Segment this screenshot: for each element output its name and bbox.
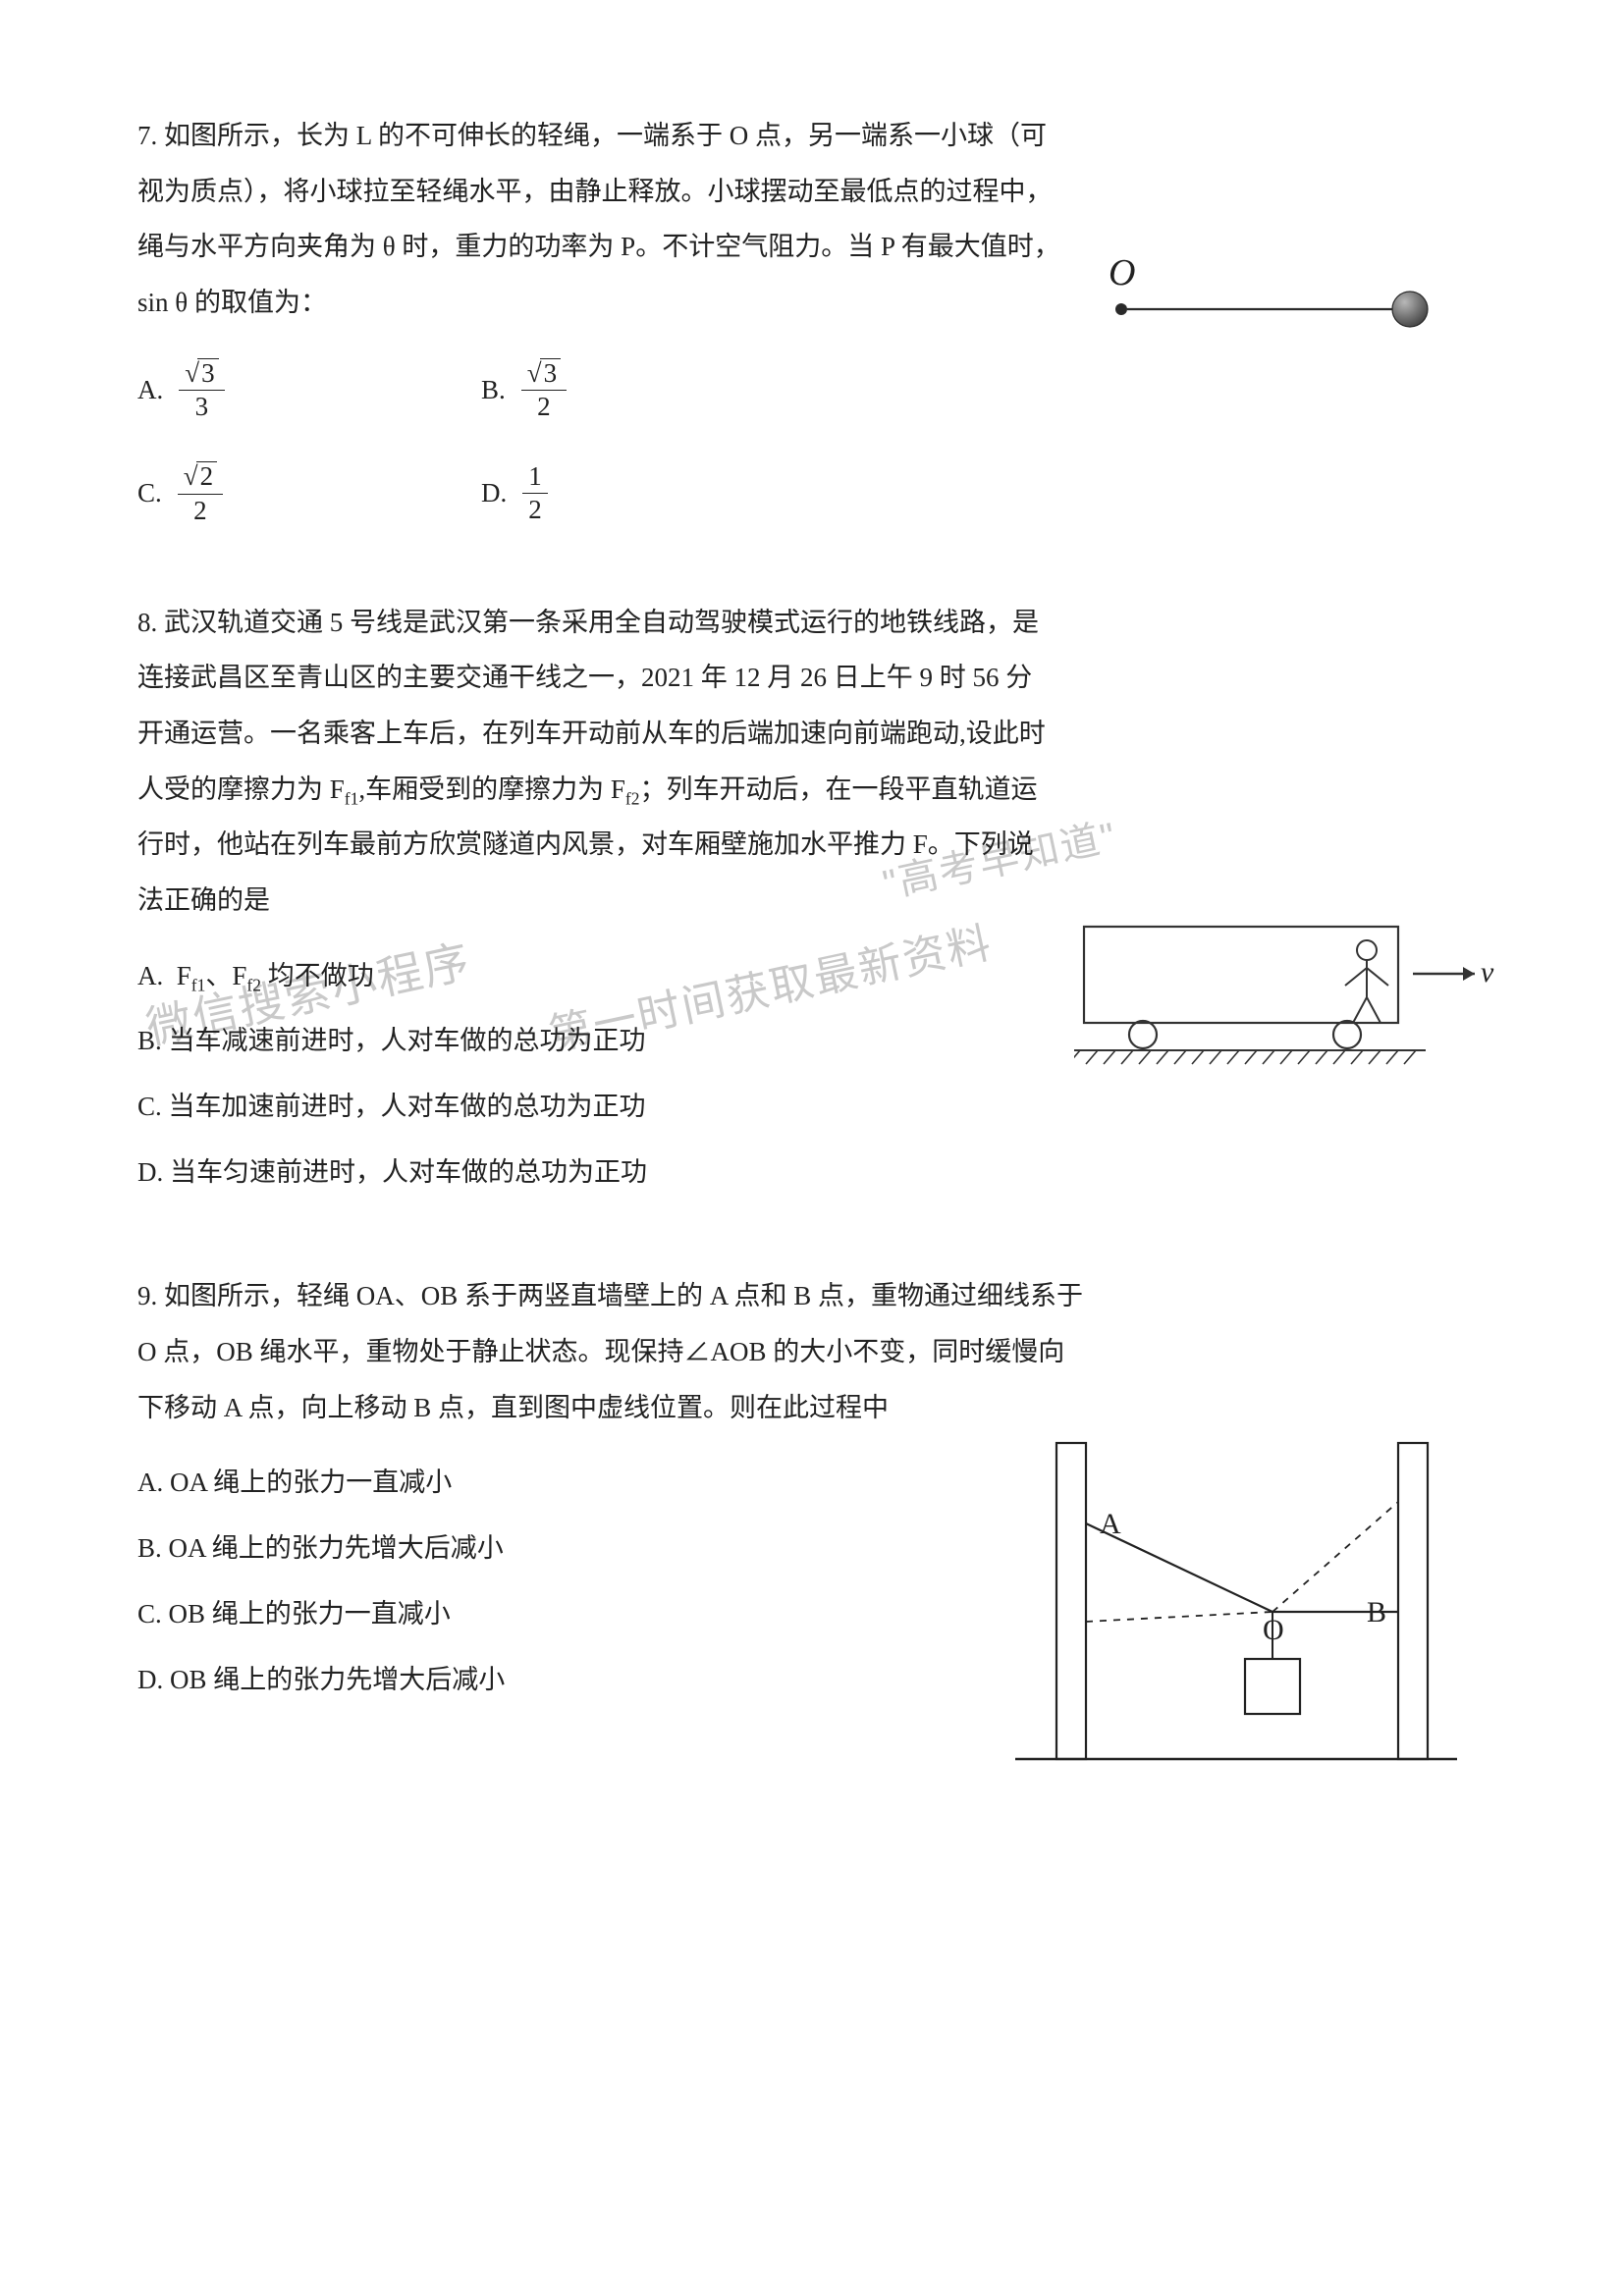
q8-stem: 8. 武汉轨道交通 5 号线是武汉第一条采用全自动驾驶模式运行的地铁线路，是 连… xyxy=(137,595,1496,929)
rope-OA xyxy=(1086,1523,1272,1612)
q9-option-A: A. OA 绳上的张力一直减小 xyxy=(137,1455,884,1511)
q7-option-C: C. 2 2 xyxy=(137,461,304,525)
right-wall xyxy=(1398,1443,1428,1759)
person-head-icon xyxy=(1357,940,1377,960)
q9-option-B: B. OA 绳上的张力先增大后减小 xyxy=(137,1521,884,1576)
rope-OA-dashed xyxy=(1086,1612,1272,1622)
q7-option-D: D. 1 2 xyxy=(481,461,648,525)
q9-figure: A B O xyxy=(1005,1425,1467,1789)
option-label: D. xyxy=(481,465,507,521)
option-text: 当车加速前进时，人对车做的总功为正功 xyxy=(169,1092,646,1121)
option-label: C. xyxy=(137,465,162,521)
fraction: 1 2 xyxy=(522,462,548,525)
option-text: OA 绳上的张力一直减小 xyxy=(170,1468,452,1497)
ball-icon xyxy=(1392,292,1428,327)
v-label: v xyxy=(1481,956,1494,988)
q9-option-D: D. OB 绳上的张力先增大后减小 xyxy=(137,1652,884,1708)
q7-options: A. 3 3 B. 3 2 C. 2 2 xyxy=(137,358,1496,526)
arrowhead-icon xyxy=(1463,967,1475,981)
wheel-icon xyxy=(1333,1021,1361,1048)
fraction: 3 2 xyxy=(521,358,567,422)
option-text: OA 绳上的张力先增大后减小 xyxy=(169,1533,504,1563)
stem-line: 视为质点），将小球拉至轻绳水平，由静止释放。小球摆动至最低点的过程中， xyxy=(137,164,1496,220)
option-label: C. xyxy=(137,1599,162,1629)
option-label: D. xyxy=(137,1157,163,1187)
q8-option-A: A. Ff1、Ff2 均不做功 xyxy=(137,948,1021,1004)
ground-hatch xyxy=(1074,1050,1416,1064)
stem-line: 7. 如图所示，长为 L 的不可伸长的轻绳，一端系于 O 点，另一端系一小球（可 xyxy=(137,108,1496,164)
q7-O-label: O xyxy=(1109,255,1135,294)
stem-line: 8. 武汉轨道交通 5 号线是武汉第一条采用全自动驾驶模式运行的地铁线路，是 xyxy=(137,595,1496,651)
question-7: 7. 如图所示，长为 L 的不可伸长的轻绳，一端系于 O 点，另一端系一小球（可… xyxy=(137,108,1496,526)
pivot-dot-icon xyxy=(1115,303,1127,315)
option-text: 当车减速前进时，人对车做的总功为正功 xyxy=(169,1026,646,1055)
question-8: 8. 武汉轨道交通 5 号线是武汉第一条采用全自动驾驶模式运行的地铁线路，是 连… xyxy=(137,595,1496,1201)
q9-option-C: C. OB 绳上的张力一直减小 xyxy=(137,1586,884,1642)
q7-option-B: B. 3 2 xyxy=(481,358,648,422)
q7-figure: O xyxy=(1084,255,1437,373)
stem-line: 连接武昌区至青山区的主要交通干线之一，2021 年 12 月 26 日上午 9 … xyxy=(137,650,1496,706)
stem-line: 9. 如图所示，轻绳 OA、OB 系于两竖直墙壁上的 A 点和 B 点，重物通过… xyxy=(137,1268,1496,1324)
left-wall xyxy=(1056,1443,1086,1759)
train-body xyxy=(1084,927,1398,1023)
wheel-icon xyxy=(1129,1021,1157,1048)
option-label: A. xyxy=(137,961,163,990)
q8-option-C: C. 当车加速前进时，人对车做的总功为正功 xyxy=(137,1079,1021,1135)
q8-option-D: D. 当车匀速前进时，人对车做的总功为正功 xyxy=(137,1145,1021,1201)
person-body-icon xyxy=(1345,960,1388,1023)
option-label: B. xyxy=(137,1533,162,1563)
option-text: 当车匀速前进时，人对车做的总功为正功 xyxy=(170,1157,647,1187)
q9-options: A. OA 绳上的张力一直减小 B. OA 绳上的张力先增大后减小 C. OB … xyxy=(137,1455,884,1707)
stem-line: 人受的摩擦力为 Ff1,车厢受到的摩擦力为 Ff2；列车开动后，在一段平直轨道运 xyxy=(137,762,1496,818)
q8-figure: v xyxy=(1074,909,1506,1086)
fraction: 3 3 xyxy=(179,358,224,422)
q7-option-A: A. 3 3 xyxy=(137,358,304,422)
q8-option-B: B. 当车减速前进时，人对车做的总功为正功 xyxy=(137,1013,1021,1069)
stem-line: 开通运营。一名乘客上车后，在列车开动前从车的后端加速向前端跑动,设此时 xyxy=(137,706,1496,762)
q8-options: A. Ff1、Ff2 均不做功 B. 当车减速前进时，人对车做的总功为正功 C.… xyxy=(137,948,1021,1201)
option-label: D. xyxy=(137,1665,163,1694)
option-label: A. xyxy=(137,362,163,418)
fraction: 2 2 xyxy=(178,461,223,525)
q9-stem: 9. 如图所示，轻绳 OA、OB 系于两竖直墙壁上的 A 点和 B 点，重物通过… xyxy=(137,1268,1496,1435)
option-label: C. xyxy=(137,1092,162,1121)
option-label: B. xyxy=(481,362,506,418)
stem-line: O 点，OB 绳水平，重物处于静止状态。现保持∠AOB 的大小不变，同时缓慢向 xyxy=(137,1324,1496,1380)
option-label: A. xyxy=(137,1468,163,1497)
stem-line: 行时，他站在列车最前方欣赏隧道内风景，对车厢壁施加水平推力 F。下列说 xyxy=(137,817,1496,873)
option-text: OB 绳上的张力一直减小 xyxy=(169,1599,451,1629)
weight-box xyxy=(1245,1659,1300,1714)
question-9: 9. 如图所示，轻绳 OA、OB 系于两竖直墙壁上的 A 点和 B 点，重物通过… xyxy=(137,1268,1496,1707)
option-text: OB 绳上的张力先增大后减小 xyxy=(170,1665,505,1694)
option-label: B. xyxy=(137,1026,162,1055)
